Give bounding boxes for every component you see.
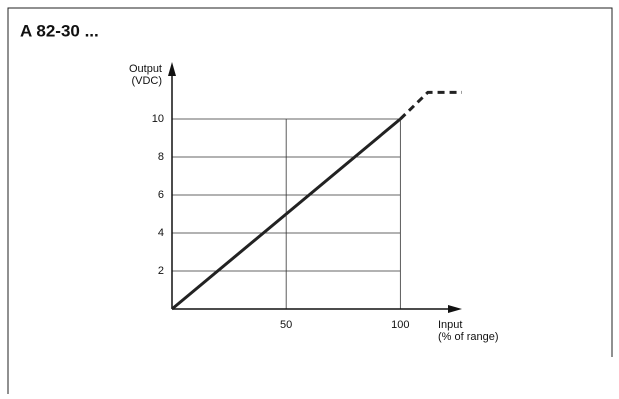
y-tick-label: 2 [158,265,164,277]
chart-title: A 82-30 ... [20,21,99,40]
data-line [399,90,462,121]
x-axis-label: Input [438,319,462,331]
y-axis-arrow [168,62,176,76]
x-tick-label: 50 [280,319,292,331]
y-tick-label: 10 [152,113,164,125]
frame [7,7,613,394]
y-tick-label: 4 [158,227,164,239]
x-axis-arrow [448,305,462,313]
x-tick-label: 100 [391,319,409,331]
y-axis-label: Output [129,63,162,75]
data-line [171,117,402,311]
y-tick-label: 6 [158,189,164,201]
y-tick-label: 8 [158,151,164,163]
y-axis-label: (VDC) [131,75,162,87]
x-axis-label: (% of range) [438,331,499,343]
